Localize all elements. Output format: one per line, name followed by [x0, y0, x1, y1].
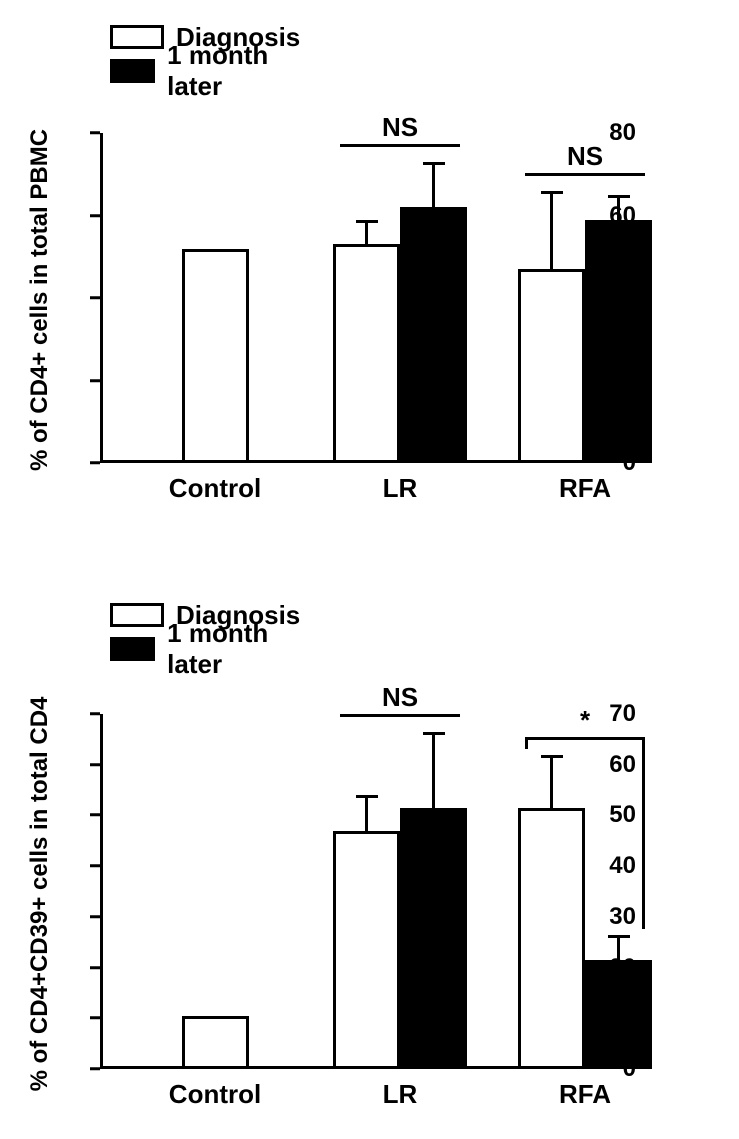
legend-top: Diagnosis1 month later — [110, 20, 300, 88]
x-category-label: RFA — [559, 473, 611, 504]
top-plot: 020406080ControlLRNSRFANS — [100, 133, 650, 463]
y-tick — [90, 712, 100, 715]
error-bar-line — [432, 732, 435, 808]
error-bar-cap — [608, 195, 630, 198]
error-bar-cap — [356, 220, 378, 223]
y-tick — [90, 814, 100, 817]
bar — [400, 808, 467, 1069]
y-tick — [90, 214, 100, 217]
y-tick — [90, 763, 100, 766]
legend-row: 1 month later — [110, 632, 300, 666]
significance-bracket — [642, 737, 645, 929]
legend-swatch — [110, 603, 164, 627]
y-tick-label: 50 — [609, 801, 636, 829]
x-category-label: LR — [383, 473, 418, 504]
error-bar-cap — [423, 162, 445, 165]
error-bar-line — [550, 755, 553, 808]
significance-bracket — [525, 737, 528, 749]
legend-label: 1 month later — [167, 618, 300, 680]
error-bar-cap — [541, 191, 563, 194]
error-bar-cap — [356, 795, 378, 798]
y-tick-label: 40 — [609, 852, 636, 880]
x-category-label: Control — [169, 1079, 261, 1110]
y-tick-label: 80 — [609, 119, 636, 147]
bar — [333, 244, 400, 463]
bottom-plot: 010203040506070ControlLRNSRFA* — [100, 714, 650, 1069]
significance-label: NS — [382, 682, 418, 713]
legend-bottom: Diagnosis1 month later — [110, 598, 300, 666]
y-tick — [90, 915, 100, 918]
y-tick — [90, 1017, 100, 1020]
x-category-label: Control — [169, 473, 261, 504]
x-category-label: RFA — [559, 1079, 611, 1110]
error-bar-line — [550, 191, 553, 269]
legend-swatch — [110, 59, 155, 83]
y-tick — [90, 296, 100, 299]
y-tick — [90, 131, 100, 134]
y-tick — [90, 966, 100, 969]
error-bar-line — [432, 162, 435, 207]
page: Diagnosis1 month later 020406080ControlL… — [0, 0, 739, 1139]
y-tick — [90, 379, 100, 382]
bar — [585, 960, 652, 1069]
x-category-label: LR — [383, 1079, 418, 1110]
bottom-y-axis-label: % of CD4+CD39+ cells in total CD4 — [26, 694, 54, 1094]
legend-swatch — [110, 25, 164, 49]
y-tick-label: 60 — [609, 751, 636, 779]
error-bar-line — [617, 935, 620, 960]
error-bar-line — [365, 795, 368, 831]
significance-line — [340, 144, 461, 147]
y-tick-label: 30 — [609, 903, 636, 931]
error-bar-cap — [541, 755, 563, 758]
error-bar-cap — [608, 935, 630, 938]
error-bar-line — [365, 220, 368, 245]
bar — [518, 808, 585, 1069]
significance-line — [525, 737, 646, 740]
top-y-axis-label: % of CD4+ cells in total PBMC — [26, 100, 54, 500]
legend-row: 1 month later — [110, 54, 300, 88]
legend-label: 1 month later — [167, 40, 300, 102]
significance-line — [340, 714, 461, 717]
bar — [518, 269, 585, 463]
y-tick — [90, 864, 100, 867]
bar — [333, 831, 400, 1069]
y-tick — [90, 1067, 100, 1070]
legend-swatch — [110, 637, 155, 661]
bar — [585, 220, 652, 463]
significance-label: NS — [382, 112, 418, 143]
significance-label: * — [580, 705, 590, 736]
bar — [400, 207, 467, 463]
significance-line — [525, 173, 646, 176]
significance-label: NS — [567, 141, 603, 172]
bar — [182, 249, 249, 464]
y-tick — [90, 461, 100, 464]
error-bar-line — [617, 195, 620, 220]
error-bar-cap — [423, 732, 445, 735]
y-tick-label: 70 — [609, 700, 636, 728]
bar — [182, 1016, 249, 1069]
